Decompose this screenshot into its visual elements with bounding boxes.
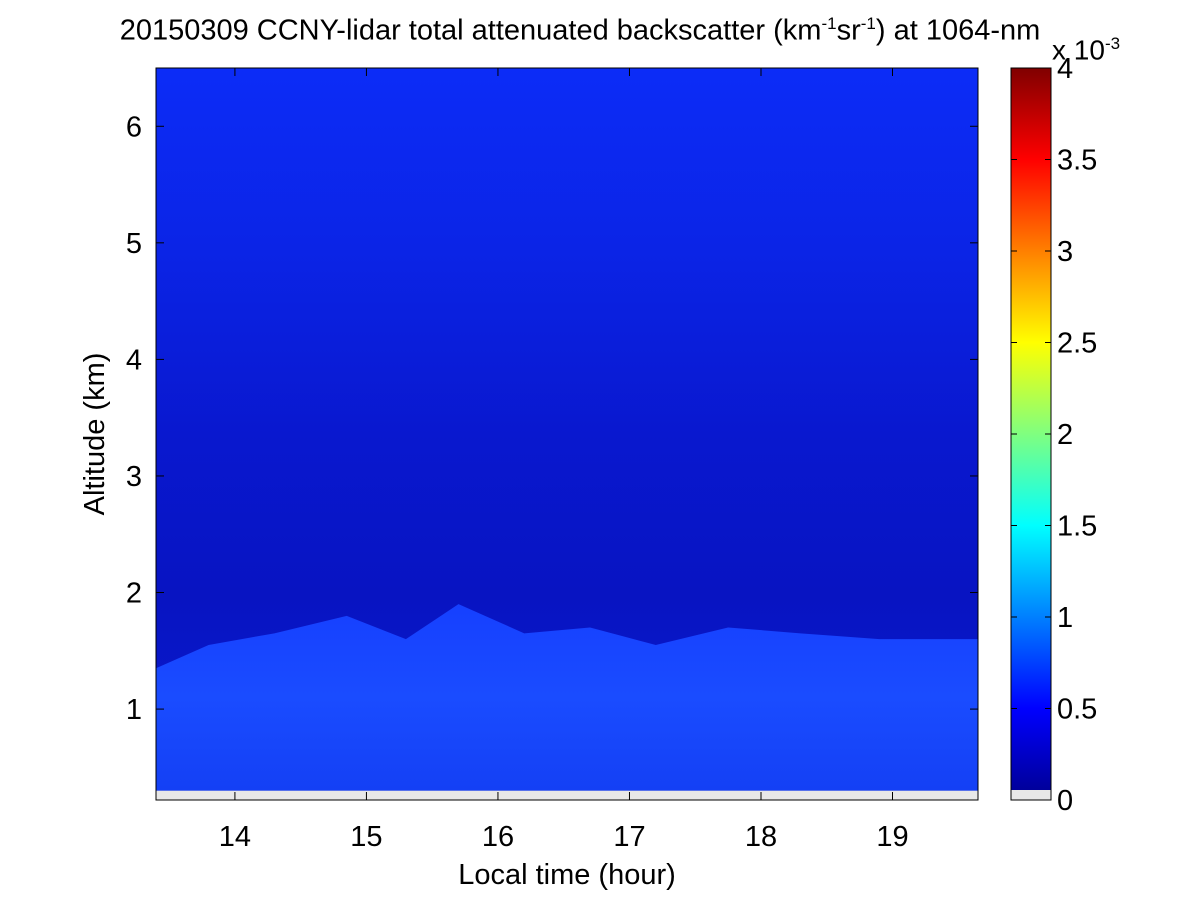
x-tick-label: 15: [350, 821, 382, 853]
x-axis: 14 15 16 17 18 19: [219, 68, 909, 853]
y-tick-label: 6: [126, 111, 142, 143]
boundary-layer: [156, 604, 978, 791]
colorbar-tick-label: 3: [1057, 236, 1073, 268]
colorbar-tick-label: 1: [1057, 602, 1073, 634]
y-axis: 1 2 3 4 5 6: [126, 111, 978, 726]
y-tick-label: 4: [126, 344, 142, 376]
colorbar-tick-label: 2: [1057, 419, 1073, 451]
x-tick-label: 18: [745, 821, 777, 853]
colorbar-exponent: x 10-3: [1052, 34, 1121, 66]
colorbar-tick-label: 1.5: [1057, 511, 1097, 543]
y-tick-label: 2: [126, 578, 142, 610]
x-tick-label: 14: [219, 821, 251, 853]
x-axis-label: Local time (hour): [458, 859, 676, 891]
colorbar-nodata: [1011, 790, 1051, 800]
y-tick-label: 1: [126, 694, 142, 726]
colorbar-tick-label: 2.5: [1057, 328, 1097, 360]
colorbar-tick-label: 3.5: [1057, 145, 1097, 177]
colorbar-gradient: [1011, 68, 1051, 800]
x-tick-label: 16: [482, 821, 514, 853]
y-tick-label: 5: [126, 228, 142, 260]
plot-area: [156, 68, 978, 800]
y-tick-label: 3: [126, 461, 142, 493]
plot-frame: [155, 67, 979, 801]
x-tick-label: 19: [876, 821, 908, 853]
no-data-band: [156, 790, 978, 800]
chart-title: 20150309 CCNY-lidar total attenuated bac…: [119, 14, 1041, 47]
colorbar: 0 0.5 1 1.5 2 2.5 3 3.5 4: [1010, 53, 1097, 817]
y-axis-label: Altitude (km): [79, 353, 111, 516]
colorbar-tick-label: 0.5: [1057, 694, 1097, 726]
colorbar-tick-label: 4: [1057, 53, 1073, 85]
colorbar-tick-label: 0: [1057, 785, 1073, 817]
x-tick-label: 17: [613, 821, 645, 853]
